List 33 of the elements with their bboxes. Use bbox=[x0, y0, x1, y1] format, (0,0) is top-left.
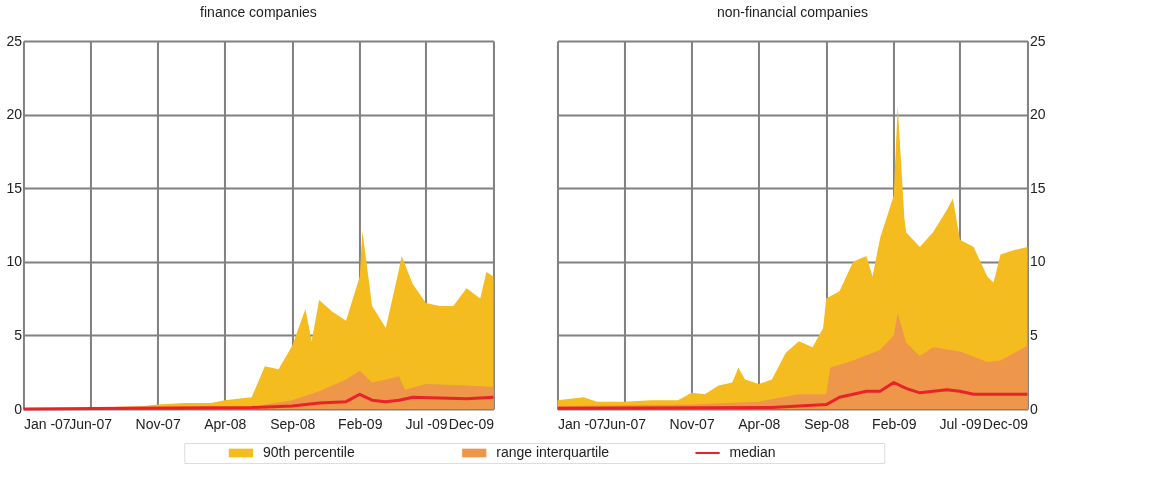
x-tick-label: Dec-09 bbox=[448, 415, 495, 432]
x-tick-label: Apr-08 bbox=[738, 415, 781, 432]
x-tick-label: Apr-08 bbox=[204, 415, 247, 432]
y-tick-label: 10 bbox=[6, 253, 23, 270]
x-tick-label: Sep-08 bbox=[804, 415, 850, 432]
x-tick-label: Nov-07 bbox=[135, 415, 181, 432]
x-tick-label: Jul -09 bbox=[939, 415, 982, 432]
x-tick-label: Jul -09 bbox=[405, 415, 448, 432]
y-tick-label: 25 bbox=[6, 32, 23, 49]
y-tick-label: 15 bbox=[6, 179, 23, 196]
chart-title: non-financial companies bbox=[716, 4, 868, 20]
x-tick-label: Jun-07 bbox=[69, 415, 113, 432]
y-tick-label: 20 bbox=[1029, 106, 1046, 123]
y-tick-label: 0 bbox=[1029, 400, 1038, 417]
legend-label: 90th percentile bbox=[262, 444, 355, 460]
x-tick-label: Jun-07 bbox=[603, 415, 647, 432]
chart-title: finance companies bbox=[200, 4, 317, 20]
y-tick-label: 5 bbox=[14, 326, 23, 343]
x-tick-label: Feb-09 bbox=[872, 415, 917, 432]
y-tick-label: 0 bbox=[14, 400, 23, 417]
legend-label: range interquartile bbox=[496, 444, 610, 460]
y-tick-label: 20 bbox=[6, 106, 23, 123]
y-tick-label: 5 bbox=[1029, 326, 1038, 343]
y-tick-label: 10 bbox=[1029, 253, 1046, 270]
x-tick-label: Feb-09 bbox=[338, 415, 383, 432]
x-tick-label: Nov-07 bbox=[669, 415, 715, 432]
legend-label: median bbox=[729, 444, 776, 460]
x-tick-label: Sep-08 bbox=[270, 415, 316, 432]
y-tick-label: 15 bbox=[1029, 179, 1046, 196]
x-tick-label: Jan -07 bbox=[23, 415, 71, 432]
x-tick-label: Jan -07 bbox=[557, 415, 605, 432]
x-tick-label: Dec-09 bbox=[982, 415, 1029, 432]
y-tick-label: 25 bbox=[1029, 32, 1046, 49]
